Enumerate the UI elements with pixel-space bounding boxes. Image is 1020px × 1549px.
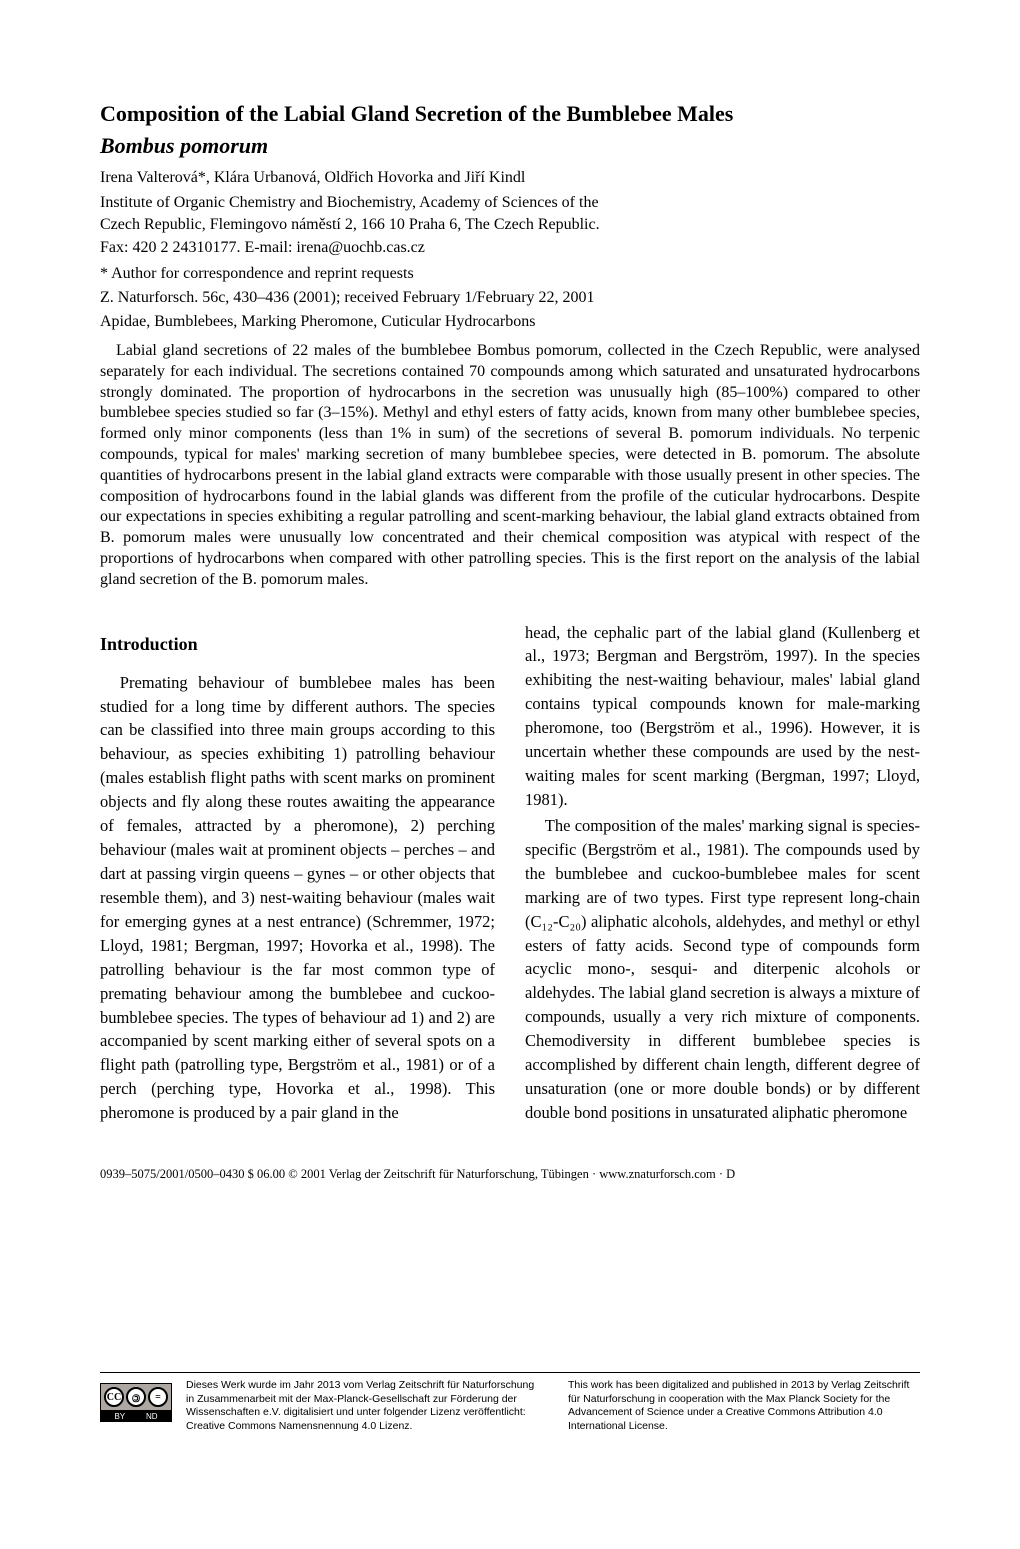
- left-column: Introduction Premating behaviour of bumb…: [100, 621, 495, 1128]
- cc-label-row: BY ND: [100, 1411, 172, 1422]
- nd-icon: =: [148, 1387, 168, 1407]
- body-paragraph: The composition of the males' marking si…: [525, 814, 920, 1125]
- footer-citation: 0939–5075/2001/0500–0430 $ 06.00 © 2001 …: [100, 1167, 920, 1182]
- license-german: Dieses Werk wurde im Jahr 2013 vom Verla…: [186, 1379, 538, 1434]
- body-paragraph: Premating behaviour of bumblebee males h…: [100, 671, 495, 1126]
- section-heading-introduction: Introduction: [100, 631, 495, 657]
- abstract-text: Labial gland secretions of 22 males of t…: [100, 341, 920, 591]
- license-text: Dieses Werk wurde im Jahr 2013 vom Verla…: [186, 1379, 920, 1434]
- journal-citation: Z. Naturforsch. 56c, 430–436 (2001); rec…: [100, 289, 920, 307]
- cc-badge-icons: CC 🄯 =: [100, 1383, 172, 1411]
- affiliation-line: Fax: 420 2 24310177. E-mail: irena@uochb…: [100, 238, 920, 259]
- right-column: head, the cephalic part of the labial gl…: [525, 621, 920, 1128]
- cc-nd-label: ND: [146, 1412, 158, 1421]
- abstract: Labial gland secretions of 22 males of t…: [100, 341, 920, 591]
- correspondence-note: * Author for correspondence and reprint …: [100, 265, 920, 283]
- cc-badge: CC 🄯 = BY ND: [100, 1379, 172, 1422]
- cc-by-label: BY: [114, 1412, 125, 1421]
- article-title: Composition of the Labial Gland Secretio…: [100, 100, 920, 129]
- by-icon: 🄯: [126, 1387, 146, 1407]
- authors: Irena Valterová*, Klára Urbanová, Oldřic…: [100, 169, 920, 187]
- keywords: Apidae, Bumblebees, Marking Pheromone, C…: [100, 313, 920, 331]
- body-paragraph: head, the cephalic part of the labial gl…: [525, 621, 920, 812]
- license-section: CC 🄯 = BY ND Dieses Werk wurde im Jahr 2…: [100, 1372, 920, 1434]
- license-english: This work has been digitalized and publi…: [568, 1379, 920, 1434]
- affiliation-line: Institute of Organic Chemistry and Bioch…: [100, 193, 920, 214]
- license-row: CC 🄯 = BY ND Dieses Werk wurde im Jahr 2…: [100, 1379, 920, 1434]
- cc-icon: CC: [104, 1387, 124, 1407]
- article-species-title: Bombus pomorum: [100, 133, 920, 159]
- affiliation-line: Czech Republic, Flemingovo náměstí 2, 16…: [100, 215, 920, 236]
- body-columns: Introduction Premating behaviour of bumb…: [100, 621, 920, 1128]
